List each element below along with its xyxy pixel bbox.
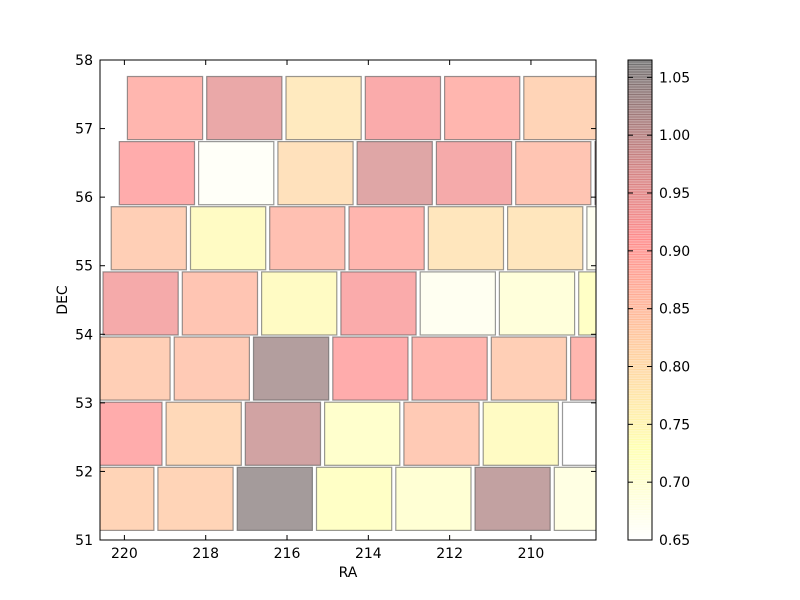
x-tick-label: 216 xyxy=(274,546,301,562)
y-axis-ticks: 51 52 53 54 55 56 57 58 xyxy=(75,53,596,549)
heatmap-tile-r1-c2 xyxy=(277,141,354,206)
heatmap-tile-r4-c2 xyxy=(252,336,330,401)
y-tick-label: 54 xyxy=(75,327,93,343)
heatmap-tile-r2-c3 xyxy=(348,206,425,271)
heatmap-tile-r2-c6 xyxy=(586,206,596,271)
heatmap-tile-r3-c0 xyxy=(102,271,179,336)
heatmap-tile-r2-c5 xyxy=(507,206,584,271)
heatmap-tile-r4-c3 xyxy=(332,336,409,401)
plot-frame xyxy=(99,59,597,541)
heatmap-tile-r5-c3 xyxy=(324,401,401,466)
heatmap-tile-r5-c1 xyxy=(165,401,242,466)
heatmap-tile-r2-c2 xyxy=(269,206,346,271)
x-axis-label: RA xyxy=(339,565,358,581)
colorbar-tick-label: 0.80 xyxy=(659,360,690,376)
heatmap-tile-r3-c5 xyxy=(498,271,576,336)
heatmap-tile-r1-c1 xyxy=(198,141,275,206)
heatmap-tile-r6-c1 xyxy=(157,466,234,531)
heatmap-tile-r0-c3 xyxy=(364,75,442,141)
heatmap-tile-r0-c0 xyxy=(126,75,204,141)
heatmap-tile-r6-c4 xyxy=(395,466,472,531)
heatmap-tile-r3-c6 xyxy=(578,271,596,336)
colorbar-tick-label: 1.00 xyxy=(659,128,690,144)
heatmap-tile-r4-c1 xyxy=(173,336,250,401)
colorbar-tick-label: 0.75 xyxy=(659,417,690,433)
x-tick-label: 212 xyxy=(436,546,463,562)
heatmap-tile-r1-c5 xyxy=(515,141,592,206)
x-axis-ticks: 220 218 216 214 212 210 xyxy=(111,60,544,562)
heatmap-tile-r4-c6 xyxy=(569,336,596,401)
heatmap-tile-r3-c3 xyxy=(340,271,417,336)
heatmap-tile-r4-c0 xyxy=(100,336,171,401)
heatmap-tile-r3-c4 xyxy=(419,271,497,336)
colorbar-stripes xyxy=(628,61,652,540)
x-tick-label: 214 xyxy=(355,546,382,562)
heatmap-tile-r5-c6 xyxy=(561,401,596,466)
x-tick-label: 210 xyxy=(518,546,545,562)
heatmap-tile-r3-c2 xyxy=(261,271,338,336)
heatmap-tile-r6-c6 xyxy=(553,466,596,531)
y-tick-label: 58 xyxy=(75,53,93,69)
heatmap-tile-r0-c1 xyxy=(206,75,283,141)
heatmap-tile-r5-c2 xyxy=(244,401,322,466)
colorbar-tick-label: 0.95 xyxy=(659,186,690,202)
heatmap-tile-r5-c5 xyxy=(482,401,560,466)
heatmap-tiles xyxy=(100,75,596,531)
colorbar-frame xyxy=(627,59,653,541)
heatmap-tile-r5-c4 xyxy=(403,401,480,466)
heatmap-tile-r6-c0 xyxy=(100,466,155,531)
colorbar-tick-label: 0.65 xyxy=(659,533,690,549)
heatmap-tile-r6-c3 xyxy=(315,466,393,531)
heatmap-tile-r0-c4 xyxy=(444,75,521,141)
heatmap-tile-r2-c4 xyxy=(427,206,505,271)
colorbar-tick-label: 0.70 xyxy=(659,475,690,491)
colorbar-tick-label: 0.90 xyxy=(659,244,690,260)
colorbar-tick-label: 1.05 xyxy=(659,70,690,86)
heatmap-tile-r3-c1 xyxy=(181,271,259,336)
heatmap-tile-r4-c4 xyxy=(411,336,488,401)
colorbar-ticks: 0.65 0.70 0.75 0.80 0.85 0.90 0.95 1.00 1.05 xyxy=(628,70,690,549)
heatmap-tile-r0-c2 xyxy=(285,75,362,141)
x-tick-label: 220 xyxy=(111,546,138,562)
heatmap-tile-r1-c3 xyxy=(356,141,433,206)
heatmap-tile-r2-c1 xyxy=(189,206,267,271)
heatmap-tile-r6-c2 xyxy=(236,466,313,531)
y-tick-label: 57 xyxy=(75,122,93,138)
y-tick-label: 56 xyxy=(75,190,93,206)
y-tick-label: 51 xyxy=(75,533,93,549)
y-tick-label: 55 xyxy=(75,259,93,275)
heatmap-tile-r1-c4 xyxy=(435,141,513,206)
heatmap-tile-r6-c5 xyxy=(474,466,551,531)
heatmap-tile-r4-c5 xyxy=(490,336,568,401)
x-tick-label: 218 xyxy=(192,546,219,562)
y-tick-label: 53 xyxy=(75,396,93,412)
heatmap-tile-r5-c0 xyxy=(100,401,163,466)
colorbar xyxy=(628,60,652,540)
heatmap-tile-r2-c0 xyxy=(110,206,187,271)
y-axis-label: DEC xyxy=(55,285,71,315)
colorbar-tick-label: 0.85 xyxy=(659,302,690,318)
heatmap-tile-r1-c0 xyxy=(118,141,196,206)
heatmap-tile-r0-c5 xyxy=(523,75,596,141)
y-tick-label: 52 xyxy=(75,464,93,480)
